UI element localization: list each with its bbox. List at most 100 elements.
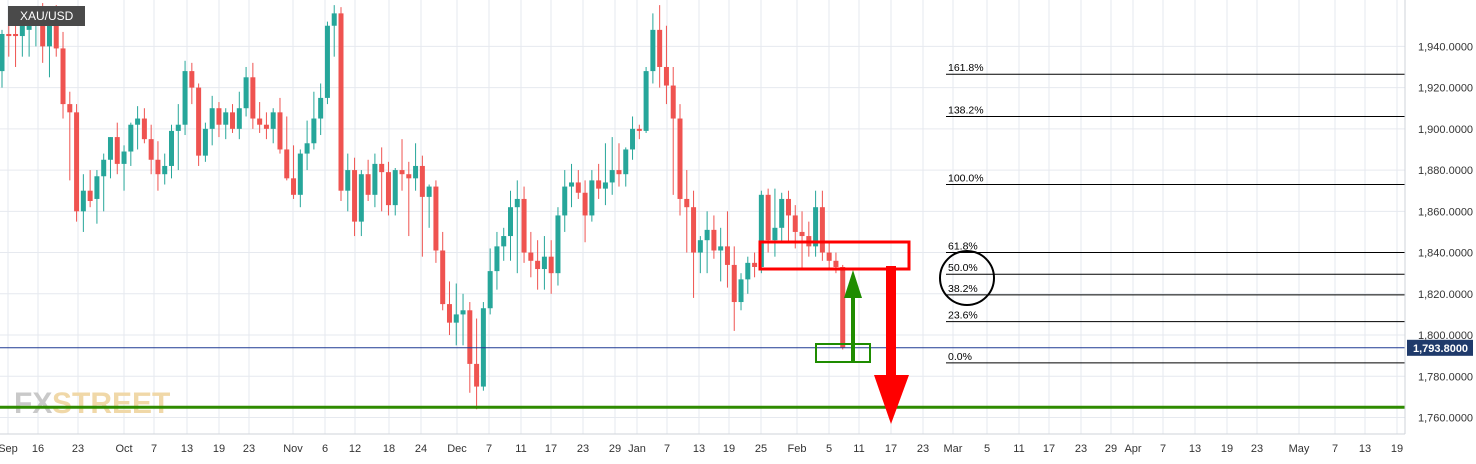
candle-body [135, 118, 141, 125]
x-tick-label: 29 [609, 443, 621, 455]
red-arrow-shaft [886, 266, 896, 378]
candle-body [636, 128, 642, 131]
candle-body [548, 256, 554, 274]
x-tick-label: Mar [944, 443, 963, 455]
y-tick-label: 1,760.0000 [1418, 413, 1473, 425]
x-tick-label: Jan [628, 443, 646, 455]
x-tick-label: 7 [151, 443, 157, 455]
x-tick-label: 19 [723, 443, 735, 455]
candle-body [521, 198, 527, 253]
candle-body [230, 112, 236, 129]
candle-body [406, 174, 412, 179]
candle-body [528, 252, 534, 261]
candle-body [623, 149, 629, 175]
candle-body [833, 260, 839, 267]
candle-body [297, 153, 303, 195]
candle-body [318, 97, 324, 119]
candle-body [657, 29, 663, 67]
grid [0, 0, 1405, 434]
x-tick-label: 17 [1043, 443, 1055, 455]
candle-body [772, 227, 778, 241]
candle-body [799, 231, 805, 237]
x-tick-label: 23 [72, 443, 84, 455]
x-tick-label: Dec [447, 443, 467, 455]
x-tick-label: Oct [115, 443, 132, 455]
candle-body [596, 180, 602, 189]
x-tick-label: May [1289, 443, 1310, 455]
candle-body [277, 112, 283, 150]
fib-level-label: 138.2% [948, 104, 984, 116]
candle-body [331, 13, 337, 26]
candle-body [284, 149, 290, 179]
candle-body [440, 250, 446, 305]
y-tick-label: 1,780.0000 [1418, 371, 1473, 383]
x-tick-label: 17 [885, 443, 897, 455]
candle-body [426, 186, 432, 197]
candle-body [216, 108, 222, 125]
candle-body [697, 240, 703, 253]
candle-body [257, 118, 263, 125]
fib-level-label: 161.8% [948, 62, 984, 74]
candle-body [487, 271, 493, 309]
candle-body [609, 170, 615, 183]
candle-body [209, 108, 215, 129]
support-box [815, 343, 871, 363]
axes: 1,760.0000 1,780.0000 1,800.0000 1,820.0000… [0, 0, 1473, 455]
candle-body [433, 186, 439, 251]
x-tick-label: 5 [984, 443, 990, 455]
candle-body [724, 246, 730, 265]
candle-body [6, 33, 12, 37]
x-tick-label: 11 [853, 443, 864, 455]
x-tick-label: 13 [693, 443, 705, 455]
annotations [758, 240, 995, 424]
candle-body [101, 159, 107, 177]
candle-body [670, 85, 676, 119]
candle-body [13, 33, 19, 37]
candle-body [582, 192, 588, 216]
x-tick-label: 24 [415, 443, 427, 455]
x-tick-label: 23 [577, 443, 589, 455]
candle-body [758, 194, 764, 267]
candle-body [711, 229, 717, 251]
candle-body [338, 13, 344, 191]
fib-level-label: 38.2% [948, 283, 978, 295]
fibonacci-levels: 161.8% 138.2% 100.0% 61.8% 50.0% 38.2% 23.6% 0.… [946, 62, 1405, 364]
candle-body [446, 304, 452, 323]
y-tick-label: 1,940.0000 [1418, 41, 1473, 53]
candle-body [704, 229, 710, 241]
candle-body [379, 163, 385, 173]
x-tick-label: 17 [545, 443, 557, 455]
x-tick-label: 18 [383, 443, 395, 455]
candle-body [114, 137, 120, 164]
candle-body [311, 118, 317, 144]
candles [0, 3, 846, 410]
x-tick-label: 6 [322, 443, 328, 455]
x-tick-label: 23 [917, 443, 929, 455]
candle-body [718, 246, 724, 251]
candle-body [352, 170, 358, 222]
candle-body [263, 124, 269, 129]
candle-body [731, 264, 737, 303]
fib-confluence-circle [939, 250, 995, 306]
candle-body [562, 186, 568, 216]
candle-body [128, 124, 134, 152]
candle-body [569, 182, 575, 187]
candle-body [87, 190, 93, 202]
candle-body [819, 207, 825, 253]
candle-body [792, 215, 798, 232]
candle-body [541, 256, 547, 270]
candle-body [826, 252, 832, 261]
x-tick-label: 7 [1160, 443, 1166, 455]
y-tick-label: 1,820.0000 [1418, 289, 1473, 301]
candle-body [107, 137, 113, 160]
candle-body [324, 25, 330, 98]
candle-body [508, 207, 513, 237]
candle-body [691, 207, 697, 253]
candle-body [494, 246, 500, 272]
fib-level-label: 50.0% [948, 262, 978, 274]
green-arrow-head [844, 270, 862, 298]
x-tick-label: Apr [1124, 443, 1141, 455]
x-tick-label: 23 [1251, 443, 1263, 455]
candle-body [602, 182, 608, 189]
x-tick-label: 12 [349, 443, 361, 455]
